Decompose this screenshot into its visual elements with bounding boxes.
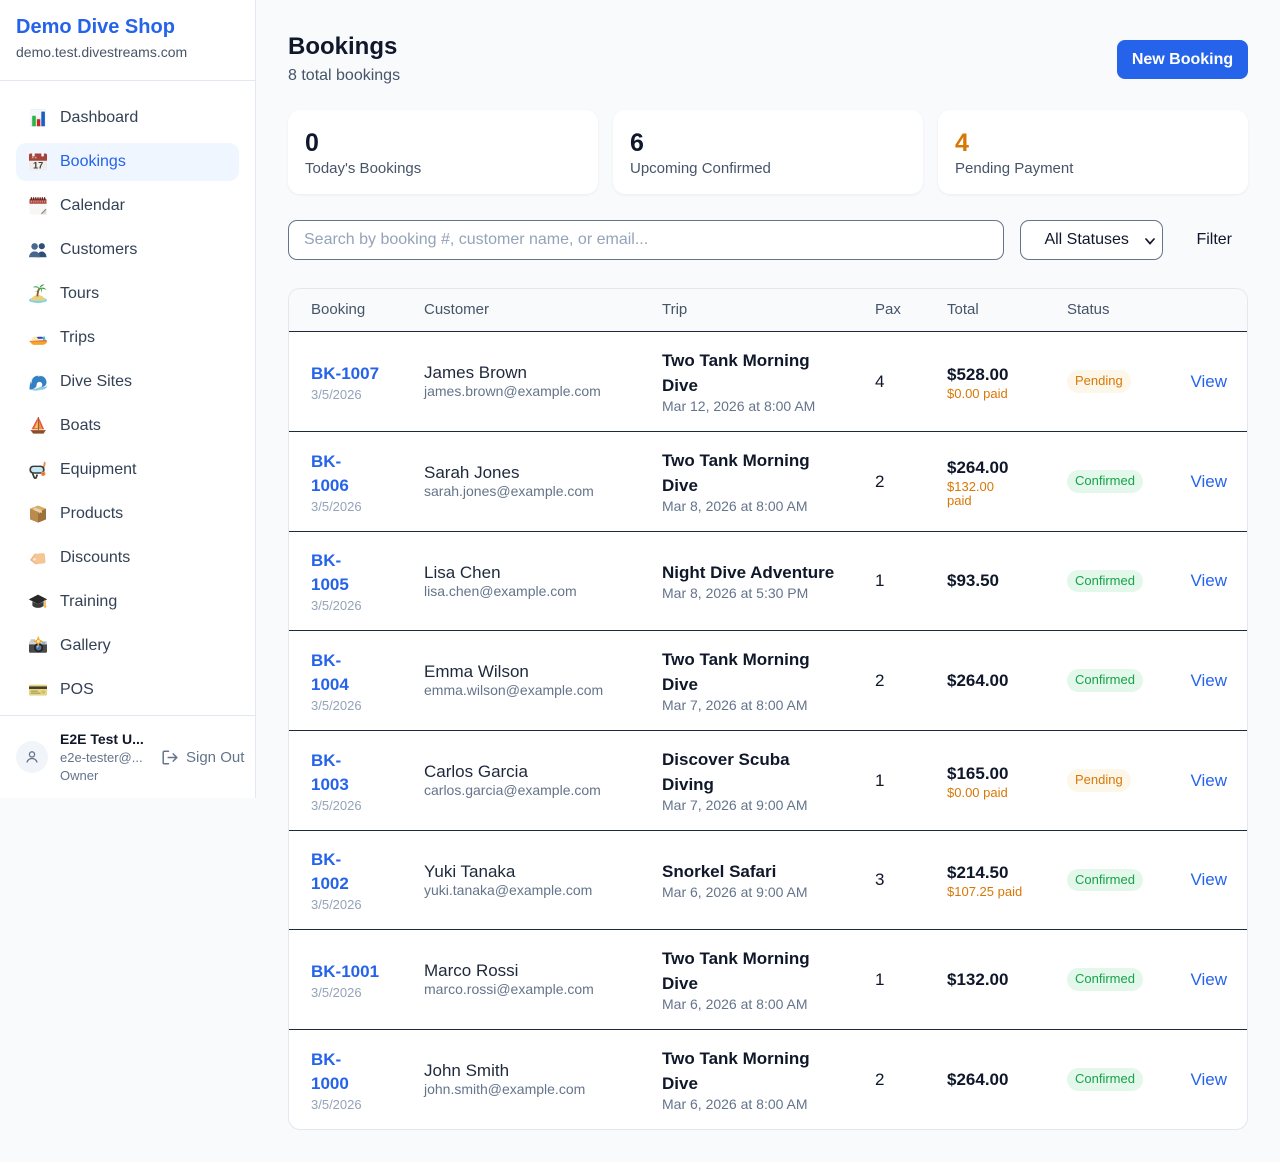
svg-text:17: 17	[33, 160, 43, 170]
